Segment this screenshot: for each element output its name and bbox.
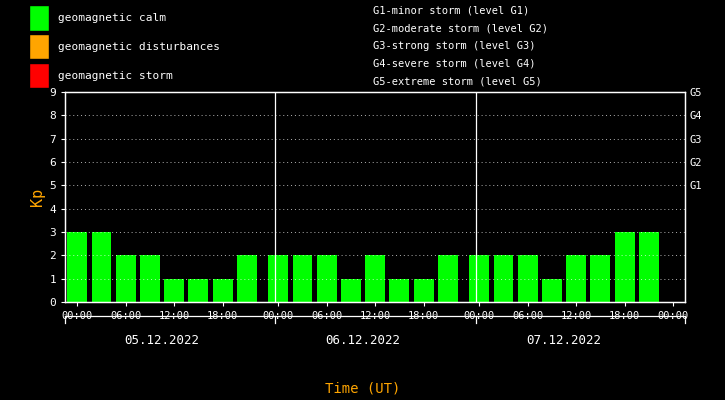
Text: geomagnetic storm: geomagnetic storm bbox=[58, 70, 173, 81]
Text: 07.12.2022: 07.12.2022 bbox=[526, 334, 602, 347]
Bar bbox=[268, 255, 289, 302]
Bar bbox=[67, 232, 87, 302]
Bar bbox=[639, 232, 659, 302]
Text: geomagnetic calm: geomagnetic calm bbox=[58, 13, 166, 23]
Text: Time (UT): Time (UT) bbox=[325, 382, 400, 396]
Bar bbox=[188, 279, 208, 302]
FancyBboxPatch shape bbox=[29, 34, 49, 59]
Bar bbox=[615, 232, 634, 302]
Bar bbox=[212, 279, 233, 302]
Text: G2-moderate storm (level G2): G2-moderate storm (level G2) bbox=[373, 23, 548, 33]
Bar bbox=[341, 279, 361, 302]
Text: G5-extreme storm (level G5): G5-extreme storm (level G5) bbox=[373, 76, 542, 86]
FancyBboxPatch shape bbox=[29, 63, 49, 88]
Y-axis label: Kp: Kp bbox=[30, 188, 45, 206]
Bar bbox=[414, 279, 434, 302]
Bar bbox=[566, 255, 586, 302]
Bar bbox=[116, 255, 136, 302]
Bar bbox=[494, 255, 513, 302]
FancyBboxPatch shape bbox=[29, 5, 49, 31]
Bar bbox=[365, 255, 385, 302]
Text: G4-severe storm (level G4): G4-severe storm (level G4) bbox=[373, 58, 536, 68]
Text: G1-minor storm (level G1): G1-minor storm (level G1) bbox=[373, 6, 530, 16]
Bar bbox=[438, 255, 457, 302]
Text: 05.12.2022: 05.12.2022 bbox=[125, 334, 199, 347]
Bar bbox=[140, 255, 160, 302]
Text: G3-strong storm (level G3): G3-strong storm (level G3) bbox=[373, 41, 536, 51]
Text: geomagnetic disturbances: geomagnetic disturbances bbox=[58, 42, 220, 52]
Bar bbox=[518, 255, 538, 302]
Bar bbox=[590, 255, 610, 302]
Bar bbox=[165, 279, 184, 302]
Text: 06.12.2022: 06.12.2022 bbox=[326, 334, 401, 347]
Bar bbox=[317, 255, 336, 302]
Bar bbox=[542, 279, 562, 302]
Bar bbox=[469, 255, 489, 302]
Bar bbox=[389, 279, 410, 302]
Bar bbox=[293, 255, 312, 302]
Bar bbox=[237, 255, 257, 302]
Bar bbox=[91, 232, 112, 302]
